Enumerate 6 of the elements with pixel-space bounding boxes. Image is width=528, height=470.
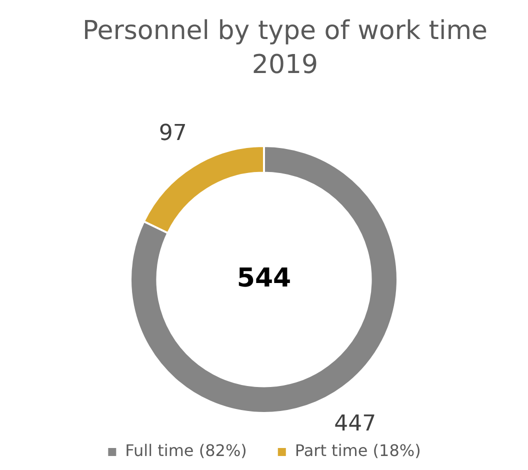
data-label: 447 (334, 412, 376, 437)
legend-label: Part time (18%) (294, 441, 421, 460)
legend-label: Full time (82%) (125, 441, 247, 460)
text: 544 (236, 263, 292, 294)
chart-title: Personnel by type of work time 2019 (81, 15, 489, 82)
data-label: 97 (158, 120, 187, 146)
